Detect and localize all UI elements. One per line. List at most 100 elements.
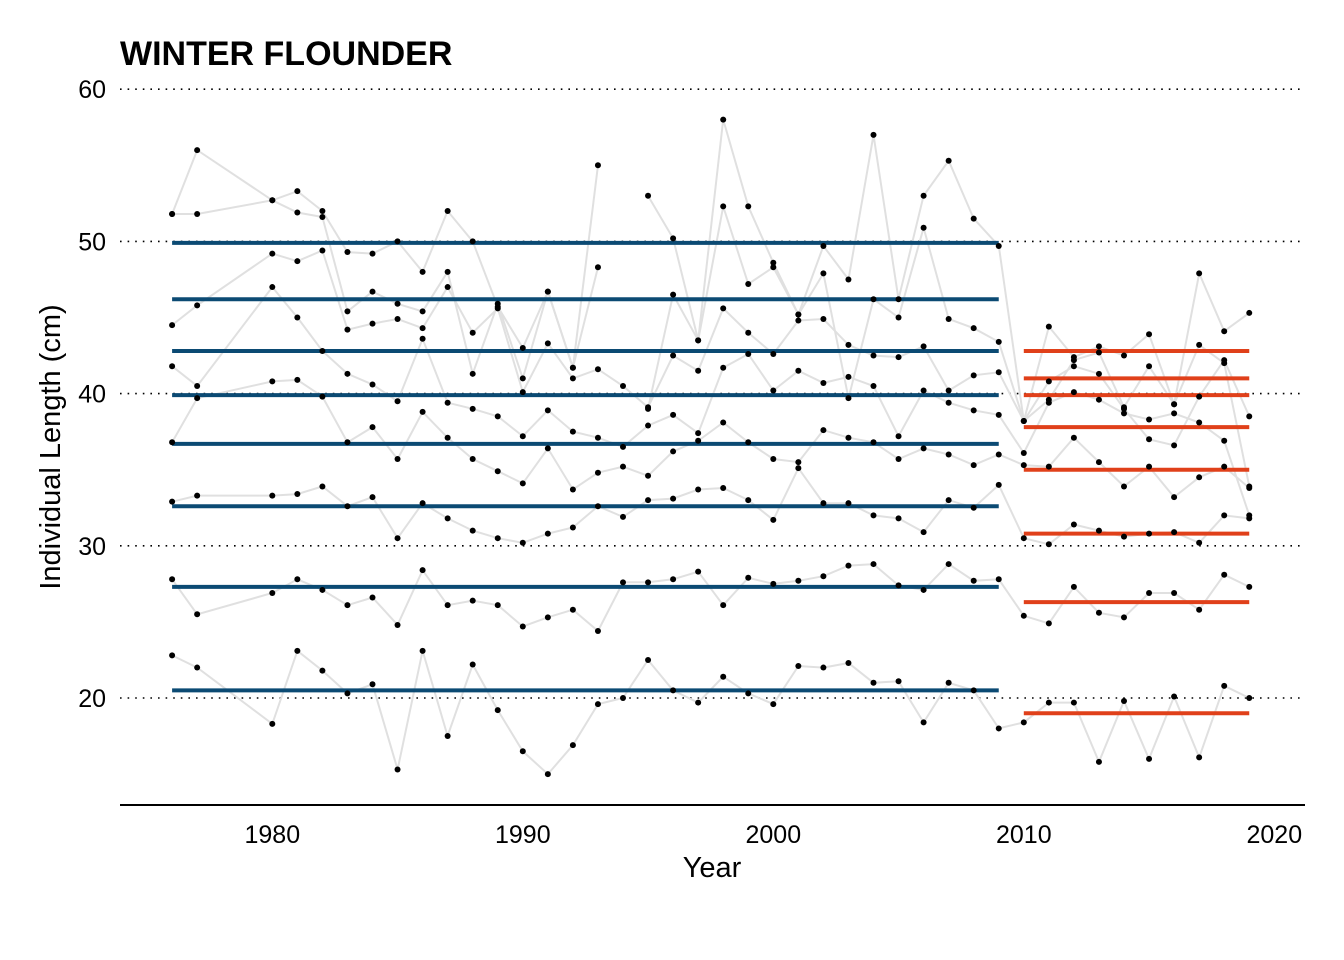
data-point — [820, 427, 827, 434]
data-point — [745, 574, 752, 581]
data-point — [469, 527, 476, 534]
data-point — [645, 422, 652, 429]
data-point — [620, 695, 626, 701]
data-point — [745, 351, 752, 358]
x-tick-label: 2000 — [745, 821, 801, 849]
data-point — [369, 681, 376, 688]
data-point — [194, 211, 201, 218]
data-point — [1070, 521, 1077, 528]
data-point — [319, 586, 326, 593]
y-axis-label: Individual Length (cm) — [35, 304, 67, 589]
data-point — [419, 268, 426, 275]
data-point — [745, 329, 752, 336]
data-point — [594, 701, 601, 708]
data-point — [169, 652, 176, 659]
data-point — [469, 405, 476, 412]
data-point — [1121, 483, 1127, 490]
data-point — [369, 320, 376, 327]
data-point — [1196, 393, 1203, 400]
data-point — [594, 469, 601, 476]
data-point — [494, 468, 501, 475]
data-point — [870, 296, 877, 303]
y-tick-label: 20 — [78, 685, 106, 713]
data-point — [945, 387, 952, 394]
data-point — [1095, 609, 1102, 616]
data-point — [369, 250, 376, 257]
data-point — [319, 247, 326, 254]
data-point — [1045, 699, 1052, 706]
data-point — [544, 340, 551, 347]
data-point — [169, 322, 176, 329]
data-point — [444, 268, 451, 275]
data-point — [820, 270, 827, 277]
data-point — [369, 594, 376, 601]
data-point — [995, 725, 1002, 732]
data-point — [394, 316, 401, 323]
data-point — [1221, 512, 1228, 519]
data-point — [594, 162, 601, 169]
data-point — [319, 207, 326, 214]
data-point — [319, 483, 326, 490]
data-point — [620, 579, 626, 586]
data-points — [169, 116, 1253, 778]
data-point — [1121, 614, 1127, 621]
data-point — [1095, 527, 1102, 534]
data-point — [1045, 620, 1052, 627]
data-point — [870, 131, 877, 138]
data-point — [1070, 699, 1077, 706]
data-point — [720, 419, 727, 426]
data-point — [1171, 442, 1178, 449]
data-point — [419, 500, 426, 507]
data-point — [995, 576, 1002, 583]
data-point — [670, 352, 677, 359]
data-point — [419, 647, 426, 654]
data-point — [645, 472, 652, 479]
data-point — [995, 411, 1002, 418]
data-point — [670, 448, 677, 455]
data-point — [269, 197, 276, 204]
data-point — [795, 311, 802, 318]
data-point — [469, 238, 476, 245]
data-point — [945, 157, 952, 164]
data-point — [770, 387, 777, 394]
data-point — [620, 463, 626, 470]
data-point — [1045, 541, 1052, 548]
data-point — [519, 748, 526, 755]
data-point — [544, 407, 551, 414]
data-point — [920, 445, 927, 452]
data-point — [820, 316, 827, 323]
data-point — [369, 381, 376, 388]
data-point — [269, 284, 276, 291]
data-point — [920, 343, 927, 350]
data-point — [344, 308, 351, 315]
data-point — [1045, 396, 1052, 403]
data-point — [1196, 341, 1203, 348]
data-point — [1045, 378, 1052, 385]
data-point — [194, 302, 201, 309]
data-point — [594, 434, 601, 441]
data-point — [1246, 512, 1253, 519]
data-point — [745, 690, 752, 697]
data-point — [845, 434, 852, 441]
data-point — [995, 481, 1002, 488]
data-point — [319, 393, 326, 400]
data-point — [1221, 463, 1228, 470]
data-point — [1196, 419, 1203, 426]
data-point — [1070, 389, 1077, 396]
data-point — [594, 503, 601, 510]
data-point — [469, 329, 476, 336]
data-point — [645, 497, 652, 504]
data-point — [920, 529, 927, 536]
data-point — [620, 513, 626, 520]
x-tick-label: 1980 — [244, 821, 300, 849]
series-line-6 — [171, 249, 1251, 447]
data-point — [319, 667, 326, 674]
data-point — [1171, 401, 1178, 408]
data-point — [369, 494, 376, 501]
data-point — [269, 720, 276, 727]
data-point — [344, 503, 351, 510]
data-point — [895, 515, 902, 522]
data-point — [294, 258, 301, 265]
data-point — [970, 325, 977, 332]
data-point — [1146, 463, 1153, 470]
